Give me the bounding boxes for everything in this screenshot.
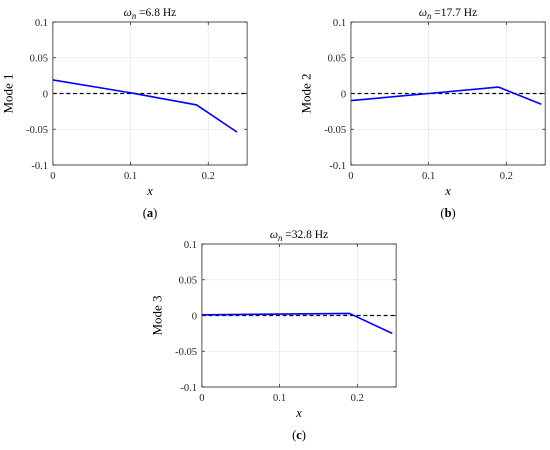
x-tick-label: 0 <box>199 392 204 404</box>
chart-title: ωn =17.7 Hz <box>419 6 477 21</box>
panel-paren-open: ( <box>440 206 444 220</box>
x-tick-label: 0.1 <box>422 170 435 182</box>
y-tick-label: -0.05 <box>26 124 48 136</box>
chart-panel-1: 0 0.1 0.2 0.1 0.05 0 -0.05 -0.1 ωn =6.8 Hz x Mode … <box>2 6 248 220</box>
x-axis-label: x <box>444 184 451 198</box>
y-tick-label: 0.05 <box>328 53 347 65</box>
x-tick-label: 0.2 <box>351 392 364 404</box>
x-axis-label: x <box>295 406 302 420</box>
panel-letter: c <box>296 428 302 442</box>
panel-label: (c) <box>292 428 306 442</box>
mode-shape-line <box>52 79 238 133</box>
y-tick-label: 0 <box>43 88 48 100</box>
chart-title: ωn =32.8 Hz <box>270 228 328 243</box>
chart-title: ωn =6.8 Hz <box>124 6 177 21</box>
x-tick-label: 0.1 <box>124 170 137 182</box>
y-tick-label: 0.05 <box>179 275 198 287</box>
panel-paren-open: ( <box>292 428 296 442</box>
y-axis-label: Mode 3 <box>151 295 165 335</box>
mode-shape-line <box>350 86 542 105</box>
panel-paren-close: ) <box>153 206 157 220</box>
x-axis-label: x <box>146 184 153 198</box>
title-value: =17.7 Hz <box>431 6 477 19</box>
panel-letter: a <box>147 206 154 220</box>
title-value: =6.8 Hz <box>136 6 176 19</box>
panel-paren-open: ( <box>143 206 147 220</box>
y-tick-label: 0.1 <box>35 17 48 29</box>
omega-subscript: n <box>132 11 137 21</box>
y-tick-label: 0.05 <box>30 53 49 65</box>
panel-label: (b) <box>440 206 455 220</box>
panel-label: (a) <box>143 206 158 220</box>
title-value: =32.8 Hz <box>282 228 328 241</box>
y-tick-label: -0.1 <box>180 382 197 394</box>
y-axis-label: Mode 1 <box>2 73 16 113</box>
x-tick-label: 0 <box>50 170 55 182</box>
mode-shape-line <box>201 312 393 335</box>
x-tick-label: 0.1 <box>273 392 286 404</box>
panel-letter: b <box>445 206 452 220</box>
y-tick-label: -0.05 <box>324 124 346 136</box>
omega-symbol: ω <box>270 228 278 241</box>
figure-content: 0 0.1 0.20.10.050-0.05-0.1ωn =6.8 HzxMode … <box>2 6 546 442</box>
chart-panel-3: 0 0.1 0.2 0.1 0.05 0 -0.05 -0.1 ωn =32.8 Hz x Mode… <box>151 228 397 442</box>
x-tick-label: 0.2 <box>500 170 513 182</box>
y-axis-label: Mode 2 <box>300 73 314 113</box>
y-tick-label: 0.1 <box>184 239 197 251</box>
panel-paren-close: ) <box>302 428 306 442</box>
omega-subscript: n <box>278 233 283 243</box>
y-tick-label: 0 <box>341 88 346 100</box>
panel-paren-close: ) <box>452 206 456 220</box>
omega-symbol: ω <box>124 6 132 19</box>
x-tick-label: 0 <box>348 170 353 182</box>
omega-subscript: n <box>427 11 432 21</box>
y-tick-label: 0 <box>192 310 197 322</box>
omega-symbol: ω <box>419 6 427 19</box>
chart-panel-2: 0 0.1 0.2 0.1 0.05 0 -0.05 -0.1 ωn =17.7 Hz x Mode… <box>300 6 546 220</box>
x-tick-label: 0.2 <box>202 170 215 182</box>
y-tick-label: -0.05 <box>175 346 197 358</box>
y-tick-label: -0.1 <box>329 160 346 172</box>
y-tick-label: 0.1 <box>333 17 346 29</box>
y-tick-label: -0.1 <box>31 160 48 172</box>
